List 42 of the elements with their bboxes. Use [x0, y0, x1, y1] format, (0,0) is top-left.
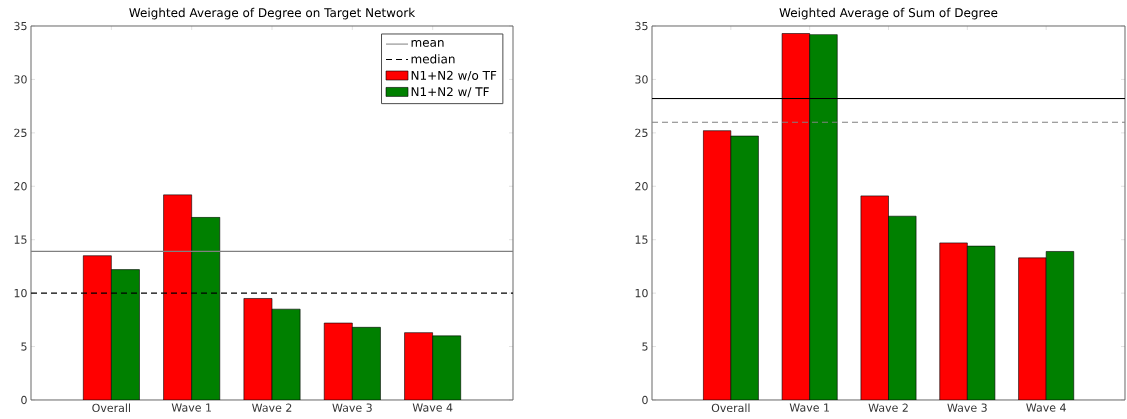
y-tick-label: 30: [635, 75, 648, 84]
y-tick-label: 25: [635, 128, 648, 138]
legend-label: N1+N2 w/o TF: [411, 70, 497, 81]
bar: [967, 245, 996, 400]
y-tick-label: 30: [14, 75, 27, 84]
bar: [888, 215, 917, 400]
y-tick-label: 5: [642, 342, 648, 351]
y-tick-label: 15: [635, 235, 648, 244]
y-tick-label: 0: [642, 395, 648, 405]
bar: [1045, 251, 1075, 400]
x-tick-label: Wave 1: [789, 403, 829, 412]
y-tick-label: 15: [14, 235, 27, 244]
y-tick-label: 0: [21, 395, 27, 405]
legend-label: median: [411, 54, 455, 64]
x-tick-label: Overall: [92, 403, 130, 413]
bar: [163, 194, 192, 400]
bar: [809, 34, 838, 400]
x-tick-label: Wave 4: [1026, 403, 1066, 412]
x-tick-label: Wave 3: [947, 403, 987, 412]
x-tick-label: Wave 2: [252, 403, 292, 412]
bar: [323, 322, 353, 400]
y-tick-label: 35: [14, 21, 27, 31]
chart-title: Weighted Average of Sum of Degree: [779, 7, 998, 20]
bar: [404, 332, 433, 400]
chart-title: Weighted Average of Degree on Target Network: [129, 7, 416, 20]
x-tick-label: Overall: [711, 403, 750, 413]
x-tick-label: Wave 1: [171, 403, 211, 412]
bar: [82, 255, 112, 400]
bar: [243, 298, 273, 400]
y-tick-label: 35: [635, 21, 648, 31]
y-tick-label: 10: [635, 288, 648, 298]
bar: [730, 135, 759, 400]
x-tick-label: Wave 4: [412, 403, 453, 412]
x-tick-label: Wave 2: [868, 403, 908, 412]
y-tick-label: 20: [14, 182, 27, 191]
legend-label: N1+N2 w/ TF: [411, 87, 489, 98]
y-tick-label: 20: [635, 182, 648, 191]
y-tick-label: 25: [14, 128, 27, 138]
x-tick-label: Wave 3: [332, 403, 372, 412]
legend-label: mean: [411, 39, 444, 47]
y-tick-label: 5: [21, 342, 27, 351]
y-tick-label: 10: [14, 288, 27, 298]
